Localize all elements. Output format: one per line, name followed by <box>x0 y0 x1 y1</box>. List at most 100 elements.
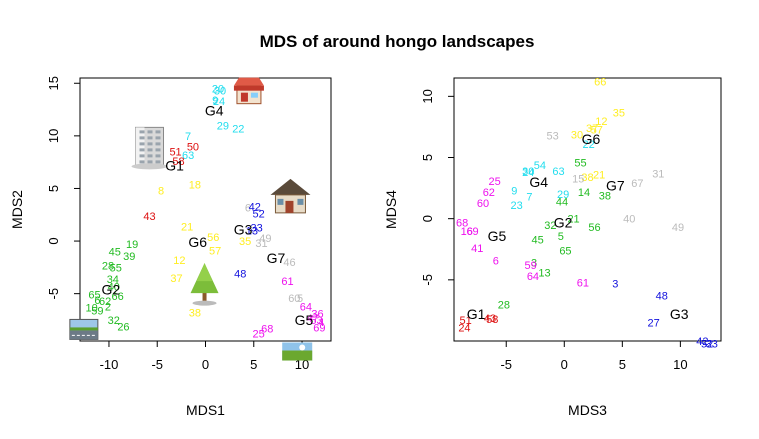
point-label: 49 <box>672 222 684 234</box>
point-label: 35 <box>613 107 625 119</box>
point-label: 14 <box>578 187 590 199</box>
group-label: G1 <box>467 306 486 322</box>
point-label: 36 <box>311 309 323 321</box>
group-label: G2 <box>102 281 121 297</box>
point-label: 57 <box>591 124 603 136</box>
point-label: 38 <box>599 190 611 202</box>
y-tick-label: 0 <box>420 215 435 222</box>
point-label: 22 <box>232 123 244 135</box>
point-label: 30 <box>571 129 583 141</box>
point-label: 31 <box>652 168 664 180</box>
point-label: 3 <box>612 279 618 291</box>
point-label: 66 <box>594 77 606 89</box>
point-label: 13 <box>246 226 258 238</box>
y-tick-label: 15 <box>46 76 61 90</box>
group-label: G4 <box>529 174 548 190</box>
plot-frame <box>453 77 722 342</box>
point-label: 60 <box>288 293 300 305</box>
tree-icon <box>190 263 219 306</box>
point-label: 34 <box>107 274 119 286</box>
group-label: G1 <box>165 157 184 173</box>
point-label: 25 <box>489 176 501 188</box>
point-label: 62 <box>99 296 111 308</box>
group-label: G7 <box>267 250 286 266</box>
point-label: 6 <box>94 295 100 307</box>
x-tick-label: -5 <box>500 357 512 372</box>
point-label: 9 <box>212 95 218 107</box>
point-label: 38 <box>189 308 201 320</box>
point-label: 69 <box>313 322 325 334</box>
point-label: 30 <box>522 166 534 178</box>
point-label: 45 <box>531 234 543 246</box>
point-label: 43 <box>143 211 155 223</box>
point-label: 32 <box>544 220 556 232</box>
point-label: 67 <box>631 178 643 190</box>
point-label: 65 <box>88 290 100 302</box>
point-label: 6 <box>245 202 251 214</box>
point-label: 33 <box>251 222 263 234</box>
group-label: G4 <box>205 103 224 119</box>
point-label: 21 <box>181 221 193 233</box>
x-axis-label: MDS3 <box>568 402 607 418</box>
point-label: 41 <box>471 243 483 255</box>
point-label: 13 <box>538 267 550 279</box>
point-label: 35 <box>239 236 251 248</box>
point-label: 55 <box>110 262 122 274</box>
point-label: 15 <box>572 173 584 185</box>
point-label: 40 <box>108 281 120 293</box>
point-label: 7 <box>185 131 191 143</box>
point-label: 58 <box>172 156 184 168</box>
house-icon <box>270 178 311 214</box>
point-label: 56 <box>207 232 219 244</box>
point-label: 69 <box>466 226 478 238</box>
shop-icon <box>233 77 264 105</box>
road-icon <box>69 318 99 340</box>
group-label: G5 <box>488 228 507 244</box>
y-tick-label: 0 <box>46 237 61 244</box>
point-label: 7 <box>526 192 532 204</box>
point-label: 28 <box>102 260 114 272</box>
point-label: 56 <box>588 222 600 234</box>
point-label: 30 <box>214 86 226 98</box>
x-tick-label: 0 <box>202 357 209 372</box>
point-label: 24 <box>458 323 470 335</box>
x-tick-label: 5 <box>250 357 257 372</box>
point-label: 33 <box>706 338 718 350</box>
point-label: 20 <box>212 84 224 96</box>
point-label: 60 <box>477 198 489 210</box>
point-label: 68 <box>261 323 273 335</box>
point-label: 42 <box>249 201 261 213</box>
point-label: 38 <box>581 172 593 184</box>
point-label: 28 <box>498 299 510 311</box>
point-label: 3 <box>531 258 537 270</box>
point-label: 54 <box>534 160 546 172</box>
point-label: 6 <box>493 255 499 267</box>
point-label: 47 <box>307 313 319 325</box>
point-label: 2 <box>105 301 111 313</box>
point-label: 55 <box>574 157 586 169</box>
y-tick-label: -5 <box>420 274 435 286</box>
x-tick-label: 10 <box>295 357 309 372</box>
point-label: 42 <box>696 336 708 348</box>
point-label: 44 <box>556 197 568 209</box>
point-label: 5 <box>297 293 303 305</box>
y-axis-label: MDS4 <box>383 190 399 229</box>
point-label: 51 <box>459 315 471 327</box>
y-tick-label: 5 <box>420 154 435 161</box>
point-label: 12 <box>595 116 607 128</box>
point-label: 12 <box>173 255 185 267</box>
point-label: 64 <box>300 301 312 313</box>
point-label: 58 <box>486 314 498 326</box>
point-label: 68 <box>456 217 468 229</box>
point-label: 25 <box>252 329 264 341</box>
group-label: G3 <box>234 221 253 237</box>
y-tick-label: 5 <box>46 185 61 192</box>
point-label: 10 <box>85 302 97 314</box>
point-label: 21 <box>593 170 605 182</box>
point-label: 64 <box>527 271 539 283</box>
point-label: 59 <box>524 260 536 272</box>
point-label: 4 <box>318 317 324 329</box>
point-label: 5 <box>558 231 564 243</box>
point-label: 23 <box>511 200 523 212</box>
